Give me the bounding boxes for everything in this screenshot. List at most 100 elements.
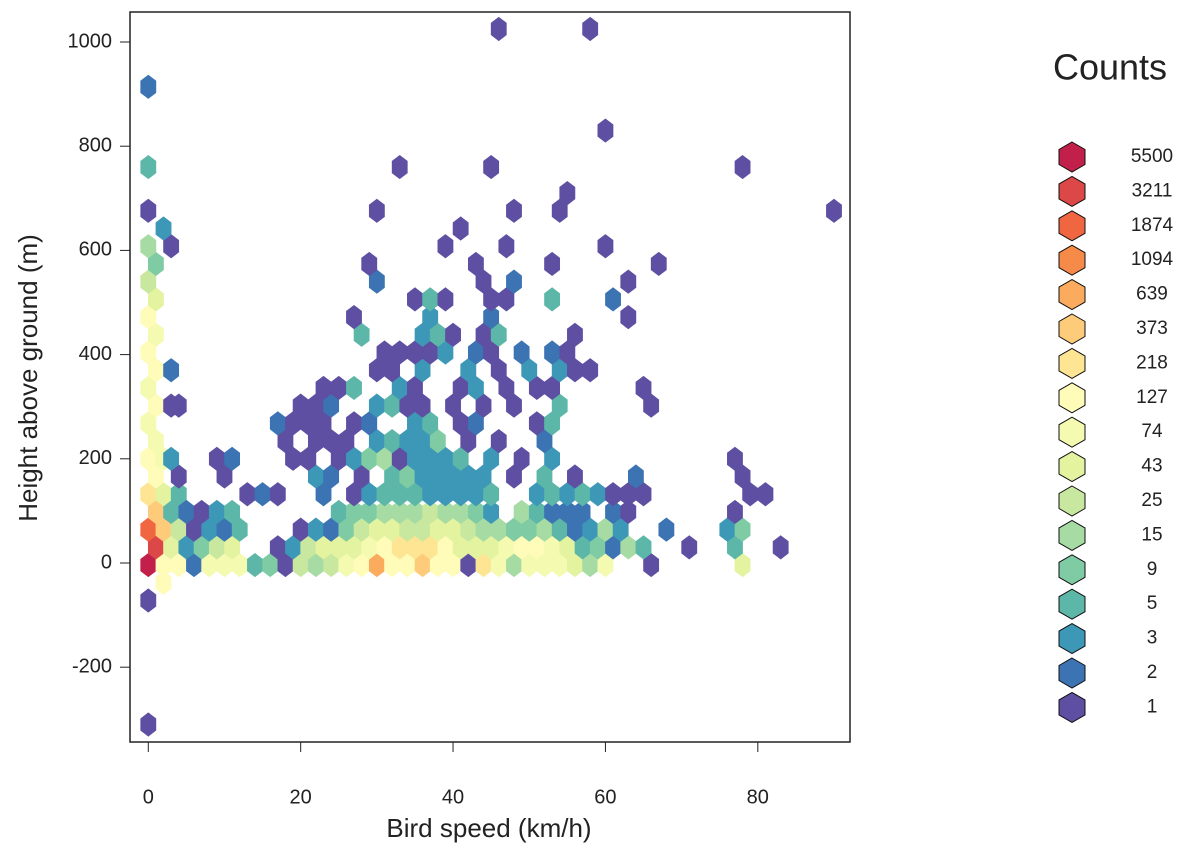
hex-cell [140, 375, 157, 401]
hex-cell [506, 464, 522, 489]
x-tick-label: 20 [290, 786, 312, 808]
hex-cell [620, 304, 637, 330]
hex-cell [307, 428, 324, 454]
legend-label: 74 [1141, 421, 1163, 442]
hex-cell [300, 411, 317, 436]
hex-cell [330, 375, 347, 401]
hex-cell [315, 535, 332, 560]
hex-cell [239, 482, 256, 507]
hex-cell [445, 517, 461, 542]
hex-cell [147, 428, 164, 454]
hex-cell [155, 517, 172, 542]
hex-cell [224, 446, 241, 471]
hex-cell [140, 154, 157, 180]
hex-cell [551, 358, 568, 383]
hex-cell [727, 535, 743, 560]
hex-cell [772, 535, 789, 560]
hex-cell [429, 322, 446, 347]
hex-cell [467, 535, 484, 560]
hex-cell [536, 517, 553, 542]
hex-cell [460, 464, 477, 489]
hex-cell [567, 517, 583, 542]
hex-cell [140, 411, 157, 436]
hex-cell [346, 499, 362, 525]
hex-cell [353, 464, 370, 489]
hex-cell [300, 446, 317, 471]
hex-cell [269, 482, 286, 507]
hex-cell [361, 499, 378, 525]
hex-cell [757, 482, 774, 507]
hex-cell [605, 499, 621, 525]
hex-cell [536, 464, 553, 489]
hex-cell [376, 340, 393, 365]
hex-cell [429, 552, 446, 578]
hex-cell [452, 482, 469, 507]
hex-cell [414, 322, 431, 347]
hex-cell [734, 552, 751, 578]
legend-label: 639 [1136, 284, 1168, 305]
legend-label: 43 [1141, 456, 1162, 477]
hex-cell [734, 464, 751, 489]
hex-cell [346, 446, 362, 471]
hex-cell [368, 393, 385, 418]
hex-cell [528, 535, 545, 560]
hex-cell [483, 304, 500, 330]
hex-cell [551, 393, 568, 418]
hex-cell [414, 464, 431, 489]
hex-cell [231, 517, 248, 542]
hex-cell [407, 499, 423, 525]
hex-cell [391, 535, 408, 560]
hex-cell [422, 499, 439, 525]
hex-cell [361, 446, 378, 471]
hex-cell [734, 517, 751, 542]
hex-cell [140, 234, 157, 259]
legend-swatch [1058, 554, 1086, 586]
hex-cell [292, 517, 309, 542]
legend-swatch [1058, 244, 1086, 276]
hex-cell [323, 428, 340, 454]
hex-cell [582, 552, 599, 578]
hex-cell [429, 464, 446, 489]
hex-cell [506, 269, 522, 294]
hex-cell [376, 446, 393, 471]
hex-cell [155, 482, 172, 507]
hex-cell [201, 552, 218, 578]
hex-cell [163, 535, 180, 560]
hex-cell [277, 552, 294, 578]
hex-cell [346, 535, 362, 560]
hex-cell [551, 552, 568, 578]
hex-cell [407, 446, 423, 471]
hex-cell [544, 287, 561, 312]
hex-cell [178, 499, 195, 525]
hex-cell [605, 482, 621, 507]
hex-cell [285, 411, 301, 436]
hex-cell [559, 482, 576, 507]
x-tick-label: 40 [442, 786, 464, 808]
hex-cell [414, 428, 431, 454]
hex-cell [330, 535, 347, 560]
hex-cell [285, 446, 301, 471]
hex-cell [536, 428, 553, 454]
hex-cell [224, 499, 241, 525]
hex-cell [452, 535, 469, 560]
hex-cell [376, 482, 393, 507]
hex-cell [544, 535, 561, 560]
hex-cell [506, 552, 522, 578]
y-tick-label: 800 [79, 134, 112, 156]
hex-cell [147, 393, 164, 418]
legend-swatch [1058, 279, 1086, 311]
hex-cell [437, 535, 454, 560]
hex-cell [513, 340, 530, 365]
hex-cell [467, 499, 484, 525]
hex-cell [140, 74, 157, 99]
hex-cell [307, 517, 324, 542]
hex-cell [498, 234, 515, 259]
hex-cell [498, 375, 515, 401]
hex-cell [285, 535, 301, 560]
hex-cell [368, 198, 385, 223]
hex-cell [612, 517, 629, 542]
legend-swatch [1058, 451, 1086, 483]
hex-cell [490, 358, 507, 383]
hex-cell [422, 482, 439, 507]
hex-cell [475, 464, 492, 489]
